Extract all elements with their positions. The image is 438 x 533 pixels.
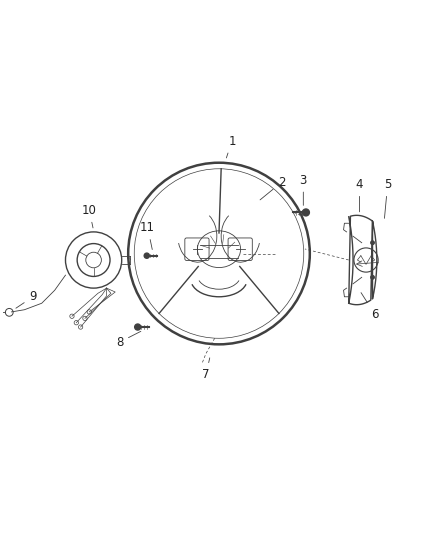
Text: 11: 11 bbox=[140, 221, 155, 249]
Text: 10: 10 bbox=[82, 204, 97, 228]
Text: 8: 8 bbox=[116, 332, 141, 349]
Text: 5: 5 bbox=[384, 178, 391, 219]
Text: 6: 6 bbox=[361, 293, 378, 320]
Text: 4: 4 bbox=[356, 178, 363, 212]
Text: 9: 9 bbox=[16, 290, 37, 308]
Circle shape bbox=[371, 276, 374, 279]
Text: 7: 7 bbox=[202, 358, 210, 381]
Text: 1: 1 bbox=[226, 135, 236, 158]
Text: 3: 3 bbox=[300, 174, 307, 205]
Circle shape bbox=[134, 324, 141, 330]
Circle shape bbox=[144, 253, 149, 259]
Circle shape bbox=[303, 209, 309, 216]
Text: 2: 2 bbox=[260, 176, 286, 200]
Circle shape bbox=[371, 241, 374, 245]
